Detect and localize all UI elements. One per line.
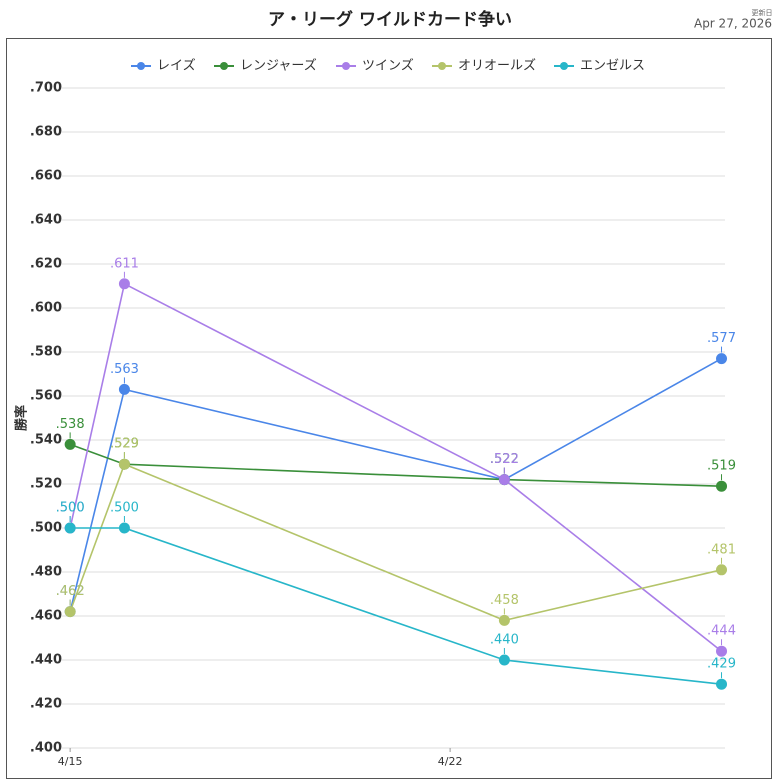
y-tick-label: .520 — [30, 477, 62, 492]
legend-label: レンジャーズ — [240, 58, 317, 74]
legend-marker — [137, 62, 145, 70]
point — [716, 564, 728, 576]
data-label: .529 — [110, 437, 139, 452]
data-label: .440 — [490, 633, 519, 648]
y-tick-label: .700 — [30, 81, 62, 96]
point — [716, 678, 728, 690]
y-tick-label: .640 — [30, 213, 62, 228]
legend-label: レイズ — [157, 58, 196, 74]
y-tick-label: .540 — [30, 433, 62, 448]
series-line — [69, 282, 723, 652]
legend-label: エンゼルス — [580, 59, 645, 74]
point — [716, 645, 728, 657]
data-label: .563 — [110, 362, 139, 377]
point — [498, 654, 510, 666]
legend-marker — [220, 62, 228, 70]
point — [716, 480, 728, 492]
y-tick-label: .600 — [30, 301, 62, 316]
data-label: .429 — [707, 657, 736, 672]
legend-label: オリオールズ — [458, 58, 536, 74]
data-label: .458 — [490, 593, 519, 608]
chart-title: ア・リーグ ワイルドカード争い — [268, 9, 512, 30]
y-tick-label: .400 — [30, 741, 62, 756]
point — [118, 383, 130, 395]
point — [118, 278, 130, 290]
y-tick-label: .460 — [30, 609, 62, 624]
updated-label: 更新日 — [752, 8, 773, 17]
series-line — [69, 443, 722, 487]
point — [498, 474, 510, 486]
series-line — [70, 527, 722, 685]
data-label: .529 — [110, 437, 139, 452]
data-label: .522 — [490, 452, 519, 467]
data-label: .500 — [56, 501, 85, 516]
point — [118, 458, 130, 470]
y-tick-label: .660 — [30, 169, 62, 184]
data-label: .611 — [110, 256, 139, 271]
data-label: .577 — [707, 331, 736, 346]
data-label: .538 — [56, 417, 85, 432]
data-label: .500 — [56, 501, 85, 516]
updated-date: Apr 27, 2026 — [694, 17, 772, 31]
y-tick-label: .480 — [30, 565, 62, 580]
y-tick-label: .420 — [30, 697, 62, 712]
point — [64, 438, 76, 450]
point — [118, 522, 130, 534]
data-label: .462 — [56, 584, 85, 599]
y-tick-label: .500 — [30, 521, 62, 536]
series-line — [69, 463, 722, 622]
point — [498, 614, 510, 626]
x-tick-label: 4/22 — [438, 755, 463, 768]
y-tick-label: .620 — [30, 257, 62, 272]
data-label: .444 — [707, 624, 736, 639]
y-tick-label: .680 — [30, 125, 62, 140]
data-label: .522 — [490, 452, 519, 467]
data-label: .481 — [707, 542, 736, 557]
x-tick-label: 4/15 — [58, 755, 83, 768]
data-label: .500 — [110, 501, 139, 516]
data-label: .519 — [707, 459, 736, 474]
series-line — [69, 357, 722, 612]
legend-marker — [438, 62, 446, 70]
point — [64, 522, 76, 534]
legend-label: ツインズ — [362, 58, 414, 74]
chart-frame — [6, 38, 772, 779]
point — [64, 606, 76, 618]
y-tick-label: .440 — [30, 653, 62, 668]
data-label: .522 — [490, 452, 519, 467]
point — [716, 353, 728, 365]
y-tick-label: .580 — [30, 345, 62, 360]
y-axis-label: 勝率 — [14, 405, 30, 431]
y-tick-label: .560 — [30, 389, 62, 404]
legend-marker — [560, 62, 568, 70]
legend-marker — [342, 62, 350, 70]
data-label: .462 — [56, 584, 85, 599]
